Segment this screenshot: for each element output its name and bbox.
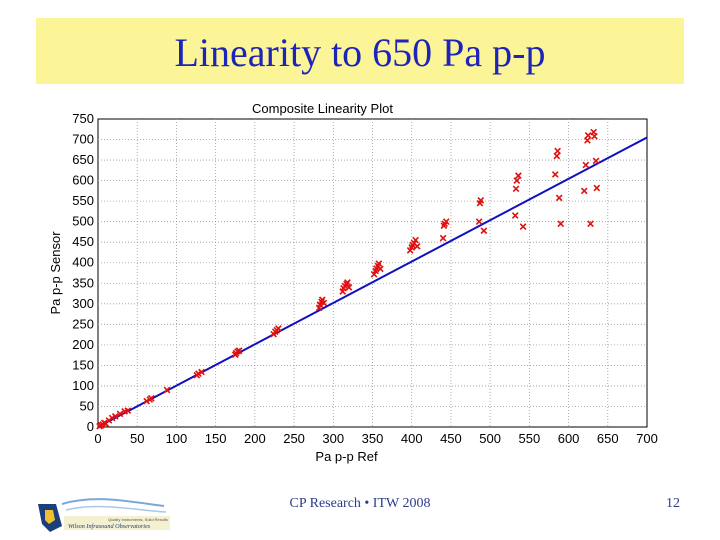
x-tick-label: 450 [440,431,462,446]
data-point-marker [116,410,124,418]
data-point-marker [512,185,520,193]
data-point-marker [551,171,559,178]
x-tick-label: 150 [205,431,227,446]
y-tick-label: 700 [72,132,94,147]
data-point-marker [580,187,588,195]
footer-text: CP Research • ITW 2008 [289,496,431,511]
x-tick-label: 100 [166,431,188,446]
x-tick-label: 600 [558,431,580,446]
data-point-marker [593,184,601,192]
y-tick-label: 400 [72,255,94,270]
y-tick-label: 750 [72,111,94,126]
x-tick-label: 200 [244,431,266,446]
data-point-marker [344,279,351,286]
x-tick-label: 350 [362,431,384,446]
data-point-marker [584,136,591,144]
data-point-marker [513,177,521,184]
data-point-marker [519,223,527,230]
data-point-marker [553,152,561,160]
data-point-marker [198,368,205,376]
logo-banner [64,516,170,530]
data-point-marker [480,227,488,235]
logo-text: Wilson Infrasound Observatories [68,523,151,530]
x-tick-label: 550 [519,431,541,446]
data-point-marker [320,299,328,307]
data-point-marker [557,220,565,228]
data-point-marker [147,394,155,402]
x-tick-label: 300 [322,431,344,446]
x-tick-label: 0 [94,431,101,446]
y-tick-label: 650 [72,152,94,167]
logo: Quality Instruments, Solid Results Wilso… [38,498,170,532]
slide-title: Linearity to 650 Pa p-p [174,30,546,75]
x-tick-label: 650 [597,431,619,446]
data-point-marker [413,242,421,250]
logo-tagline: Quality Instruments, Solid Results [108,517,168,522]
title-band: Linearity to 650 Pa p-p [36,18,684,84]
data-point-marker [555,194,563,202]
chart-title: Composite Linearity Plot [252,101,393,116]
y-tick-label: 100 [72,378,94,393]
page-number: 12 [666,496,680,511]
data-point-marker [584,132,592,139]
y-tick-label: 200 [72,337,94,352]
x-tick-label: 700 [636,431,658,446]
fit-line [97,136,648,428]
x-tick-label: 500 [479,431,501,446]
data-point-marker [587,220,594,228]
y-axis-label: Pa p-p Sensor [48,231,63,315]
data-point-marker [235,347,243,354]
y-tick-label: 50 [80,398,94,413]
data-point-marker [376,265,384,273]
data-point-marker [515,172,522,180]
data-point-marker [111,412,119,420]
data-point-marker [582,161,590,169]
logo-swoosh-icon [61,498,165,507]
y-tick-label: 500 [72,214,94,229]
data-point-marker [511,212,519,219]
data-point-marker [345,284,353,291]
x-tick-label: 400 [401,431,423,446]
y-tick-label: 0 [87,419,94,434]
y-tick-label: 250 [72,316,94,331]
y-tick-label: 350 [72,275,94,290]
data-point-marker [475,218,483,226]
x-tick-label: 50 [130,431,144,446]
data-point-marker [591,132,598,140]
y-tick-label: 450 [72,234,94,249]
y-tick-label: 550 [72,193,94,208]
linearity-chart: 0 50 100 150 200 250 300 350 400 450 500 550 600 650 7… [48,101,658,464]
data-point-marker [554,147,561,155]
data-point-marker [477,196,485,204]
data-point-marker [412,236,420,244]
x-axis-label: Pa p-p Ref [315,449,378,464]
data-point-marker [275,325,282,332]
data-point-marker [163,386,171,394]
logo-star-icon [45,510,55,524]
data-point-marker [439,234,447,242]
x-tick-label: 250 [283,431,305,446]
y-tick-label: 600 [72,173,94,188]
y-tick-label: 300 [72,296,94,311]
logo-swoosh2-icon [65,505,167,513]
data-point-marker [442,218,450,226]
y-tick-label: 150 [72,357,94,372]
data-point-marker [124,407,132,414]
data-point-marker [592,157,600,165]
data-point-marker [375,260,383,267]
